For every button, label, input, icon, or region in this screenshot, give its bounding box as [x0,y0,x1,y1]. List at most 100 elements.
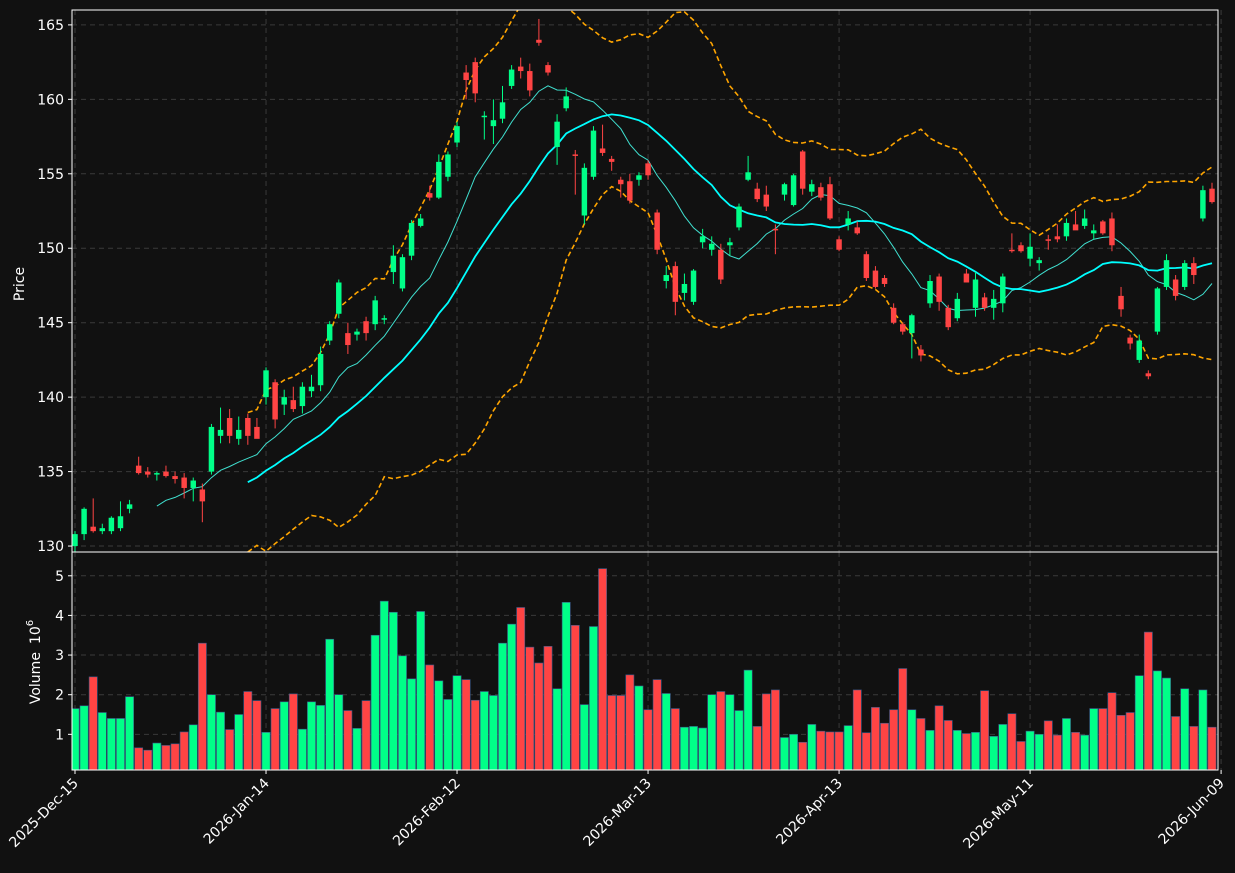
candle-body [863,254,870,279]
bollinger-upper-line [247,10,1213,414]
candle-body [1009,249,1015,252]
volume-bar [570,625,580,770]
candle-body [963,273,970,283]
volume-bar [661,693,671,770]
volume-bar [998,724,1008,770]
candle-body [1118,295,1124,310]
volume-bar [752,726,762,770]
candle-body [745,172,751,180]
volume-bar [843,725,853,770]
volume-bar [116,718,125,770]
candle-body [627,181,633,201]
candle-body [672,266,679,302]
moving-average-slow-line [247,113,1213,483]
volume-axis-scale-exponent: 6 [25,620,36,626]
volume-bar [479,691,489,770]
volume-bar [1098,708,1108,770]
candle-body [1045,239,1052,241]
volume-bar [1052,734,1062,770]
price-tick-label: 150 [37,241,64,257]
candle-body [1172,279,1179,296]
volume-bar [216,711,225,770]
volume-bar [225,729,235,770]
candle-body [354,331,360,335]
candle-body [854,227,860,234]
volume-bar [743,669,753,770]
volume-bar [1171,716,1181,770]
candle-body [454,126,460,143]
volume-bar [1089,708,1099,770]
volume-bar [734,710,744,770]
volume-bar [816,730,826,770]
volume-bar [88,676,98,770]
volume-bar [298,728,307,770]
volume-bar [634,685,644,770]
candle-body [900,324,906,332]
candle-body [226,417,233,436]
candle-body [254,426,260,439]
candle-body [845,218,851,225]
volume-bar [525,646,535,770]
candle-body [381,318,387,320]
volume-bar [243,691,253,770]
moving-average-fast-line [156,85,1213,507]
candle-body [981,297,988,308]
candle-body [599,148,606,153]
candle-body [308,386,315,392]
volume-bar [561,602,571,770]
price-grid [72,10,1222,552]
volume-bar [1025,730,1035,770]
volume-bar [343,710,353,770]
volume-bar [889,709,899,770]
candle-body [799,151,806,189]
candle-body [718,249,724,280]
volume-bar [179,731,189,770]
volume-bar [307,701,316,770]
candle-body [363,321,369,334]
candle-body [818,187,824,198]
candle-body [408,222,415,256]
volume-bar [79,705,89,770]
candle-body [517,66,524,72]
volume-bar [934,705,944,770]
candle-body [1145,373,1152,377]
volume-bar [334,694,344,770]
volume-bar [1071,732,1080,770]
volume-bar [516,607,526,770]
candle-body [417,218,424,226]
candle-body [99,528,106,532]
volume-bar [170,743,180,770]
volume-bar [1080,734,1090,770]
price-tick-label: 165 [37,18,64,34]
candle-body [881,278,888,284]
volume-bar [607,695,617,770]
volume-bar [707,694,717,770]
candle-body [1109,218,1115,246]
volume-bar [898,668,908,770]
candle-body [1018,245,1024,252]
volume-bar [1107,692,1117,770]
candle-body [781,184,788,195]
candle-body [1154,288,1161,332]
candle-body [326,324,333,341]
candle-body [281,397,287,405]
candle-body [190,480,196,488]
volume-bar [543,646,553,770]
candle-body [499,102,506,119]
candle-body [927,281,933,304]
candle-body [108,517,115,532]
candle-body [663,275,669,281]
candle-body [681,283,688,293]
volume-bar [952,730,962,770]
candle-body [199,489,206,502]
volume-bar [589,626,598,770]
candle-body [1036,260,1042,264]
candle-body [372,300,378,325]
price-tick-label: 160 [37,92,64,108]
candle-body [336,282,342,314]
price-axis-label: Price [12,267,28,301]
candle-body [1091,230,1097,234]
volume-bar [1116,715,1126,770]
volume-bar [207,694,216,770]
